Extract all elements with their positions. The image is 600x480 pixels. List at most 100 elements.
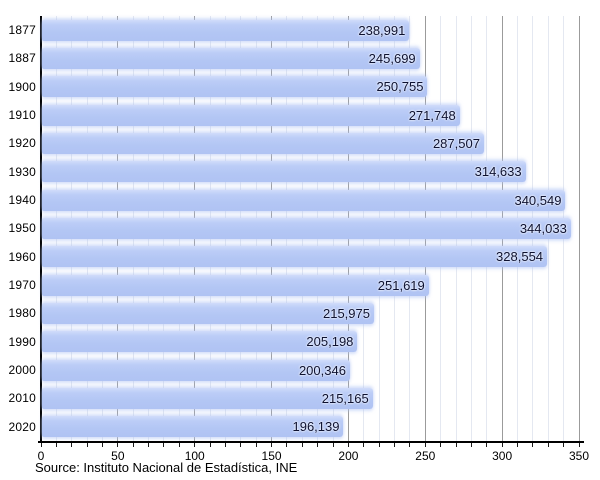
- bar: 251,619: [42, 274, 429, 296]
- x-axis-tick: [455, 443, 457, 447]
- bar-row: 1887 245,699: [0, 44, 600, 72]
- category-label: 1970: [8, 278, 36, 293]
- category-label: 1930: [8, 164, 36, 179]
- gridline-major: [578, 16, 580, 441]
- x-axis-tick-label: 250: [415, 449, 436, 463]
- x-axis-tick: [409, 443, 411, 447]
- x-axis-tick-label: 350: [568, 449, 590, 463]
- bar: 340,549: [42, 189, 566, 211]
- bar-value-label: 314,633: [474, 164, 522, 180]
- category-label: 1910: [8, 108, 36, 123]
- x-axis-tick: [486, 443, 488, 447]
- category-label: 1887: [8, 51, 36, 66]
- category-label: 1920: [8, 136, 36, 151]
- bar-value-label: 215,165: [321, 390, 369, 406]
- bar-row: 1940 340,549: [0, 186, 600, 214]
- bar-value-label: 340,549: [514, 192, 562, 208]
- bar: 205,198: [42, 331, 358, 353]
- x-axis-tick: [378, 443, 380, 447]
- x-axis-tick: [578, 443, 580, 447]
- bar-value-label: 200,346: [298, 362, 346, 378]
- bar-row: 1900 250,755: [0, 73, 600, 101]
- bar-value-label: 328,554: [496, 249, 544, 265]
- x-axis-tick: [40, 443, 42, 447]
- bar-rows: 1877 238,991 1887 245,699 1900 250,755 1910 271…: [0, 16, 600, 441]
- bar-row: 2000 200,346: [0, 356, 600, 384]
- bar-value-label: 271,748: [408, 107, 456, 123]
- bar-row: 2010 215,165: [0, 384, 600, 412]
- bar-value-label: 251,619: [377, 277, 425, 293]
- bar: 271,748: [42, 104, 460, 126]
- bar-row: 1990 205,198: [0, 328, 600, 356]
- bar-row: 1980 215,975: [0, 299, 600, 327]
- x-axis-tick-labels: 0 50 100 150 200 250 300 350: [37, 449, 600, 464]
- x-axis-tick: [55, 443, 57, 447]
- bar-value-label: 238,991: [358, 22, 406, 38]
- bar: 287,507: [42, 132, 484, 154]
- category-label: 2020: [8, 419, 36, 434]
- category-label: 1950: [8, 221, 36, 236]
- x-axis-tick: [224, 443, 226, 447]
- x-axis-tick: [240, 443, 242, 447]
- x-axis-tick: [501, 443, 503, 447]
- x-axis-tick: [286, 443, 288, 447]
- y-axis-line: [40, 16, 42, 443]
- bar-value-label: 250,755: [376, 79, 424, 95]
- bar-row: 1877 238,991: [0, 16, 600, 44]
- bar: 344,033: [42, 217, 571, 239]
- x-axis-tick: [532, 443, 534, 447]
- x-axis-tick: [209, 443, 211, 447]
- x-axis-tick: [394, 443, 396, 447]
- bar: 215,975: [42, 302, 374, 324]
- x-axis-tick: [271, 443, 273, 447]
- x-axis-tick: [317, 443, 319, 447]
- x-axis-tick-label: 150: [261, 449, 282, 463]
- x-axis-tick-label: 100: [184, 449, 205, 463]
- x-axis-tick: [440, 443, 442, 447]
- x-axis-tick-label: 200: [338, 449, 359, 463]
- bar-value-label: 287,507: [432, 135, 480, 151]
- bar: 328,554: [42, 246, 548, 268]
- x-axis-tick: [517, 443, 518, 447]
- category-label: 2010: [8, 391, 36, 406]
- bar-value-label: 205,198: [306, 334, 354, 350]
- bar-row: 1970 251,619: [0, 271, 600, 299]
- bar: 245,699: [42, 47, 420, 69]
- x-axis-tick: [332, 443, 334, 447]
- x-axis-tick: [547, 443, 549, 447]
- x-axis-tick: [563, 443, 565, 447]
- bar-row: 1930 314,633: [0, 158, 600, 186]
- category-label: 1900: [8, 79, 36, 94]
- x-axis-tick: [301, 443, 303, 447]
- bar: 215,165: [42, 387, 373, 409]
- x-axis-ticks: [40, 443, 583, 448]
- x-axis-tick-label: 300: [492, 449, 513, 463]
- category-label: 1877: [8, 23, 36, 38]
- x-axis-tick: [470, 443, 472, 447]
- bar-row: 2020 196,139: [0, 413, 600, 441]
- category-label: 1990: [8, 334, 36, 349]
- bar-value-label: 196,139: [292, 419, 340, 435]
- x-axis-tick-label: 50: [111, 449, 125, 463]
- bar: 200,346: [42, 359, 350, 381]
- x-axis-tick: [178, 443, 180, 447]
- bar-value-label: 215,975: [322, 305, 370, 321]
- bar: 250,755: [42, 76, 428, 98]
- x-axis-tick: [194, 443, 196, 447]
- x-axis-tick: [132, 443, 134, 447]
- x-axis-tick: [163, 443, 165, 447]
- bar: 238,991: [42, 19, 410, 41]
- source-note: Source: Instituto Nacional de Estadístic…: [35, 460, 298, 475]
- bar-value-label: 344,033: [519, 220, 567, 236]
- x-axis-tick: [101, 443, 103, 447]
- bar-value-label: 245,699: [368, 50, 416, 66]
- x-axis-tick: [424, 443, 426, 447]
- x-axis-tick: [86, 443, 88, 447]
- x-axis-tick-label: 0: [37, 449, 45, 463]
- bar-row: 1910 271,748: [0, 101, 600, 129]
- x-axis-tick: [71, 443, 73, 447]
- category-label: 1980: [8, 306, 36, 321]
- x-axis-tick: [363, 443, 365, 447]
- x-axis-tick: [255, 443, 257, 447]
- bar-row: 1960 328,554: [0, 243, 600, 271]
